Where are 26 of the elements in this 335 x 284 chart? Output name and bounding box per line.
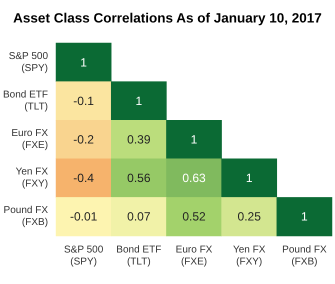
y-tick-label: Bond ETF (TLT) [2, 89, 48, 112]
data-label: -0.2 [73, 132, 94, 146]
y-tick-label: Pound FX (FXB) [4, 205, 48, 228]
data-label: -0.01 [70, 210, 98, 224]
x-tick-label: Yen FX (FXY) [232, 244, 266, 268]
y-tick-label: S&P 500 (SPY) [8, 50, 48, 74]
data-label: 0.63 [182, 171, 206, 186]
data-label: 0.52 [182, 210, 206, 224]
data-label: 1 [246, 171, 253, 186]
data-label: 1 [135, 94, 142, 108]
x-tick-label: Pound FX (FXB) [282, 244, 327, 268]
data-label: 1 [301, 210, 308, 224]
data-label: 1 [190, 132, 198, 146]
x-tick-label: Euro FX (FXE) [176, 244, 213, 268]
y-tick-label: Euro FX (FXE) [11, 128, 48, 151]
y-tick-label: Yen FX (FXY) [16, 166, 48, 190]
data-label: 0.56 [127, 171, 151, 186]
data-label: 0.25 [238, 210, 262, 224]
data-label: 0.07 [127, 210, 151, 224]
data-label: 1 [80, 55, 88, 70]
x-tick-label: Bond ETF (TLT) [116, 244, 162, 268]
data-label: -0.1 [73, 94, 94, 108]
chart-title: Asset Class Correlations As of January 10, 2017 [13, 10, 322, 26]
x-tick-label: S&P 500 (SPY) [64, 244, 104, 268]
data-label: -0.4 [73, 171, 94, 186]
data-label: 0.39 [127, 132, 151, 146]
